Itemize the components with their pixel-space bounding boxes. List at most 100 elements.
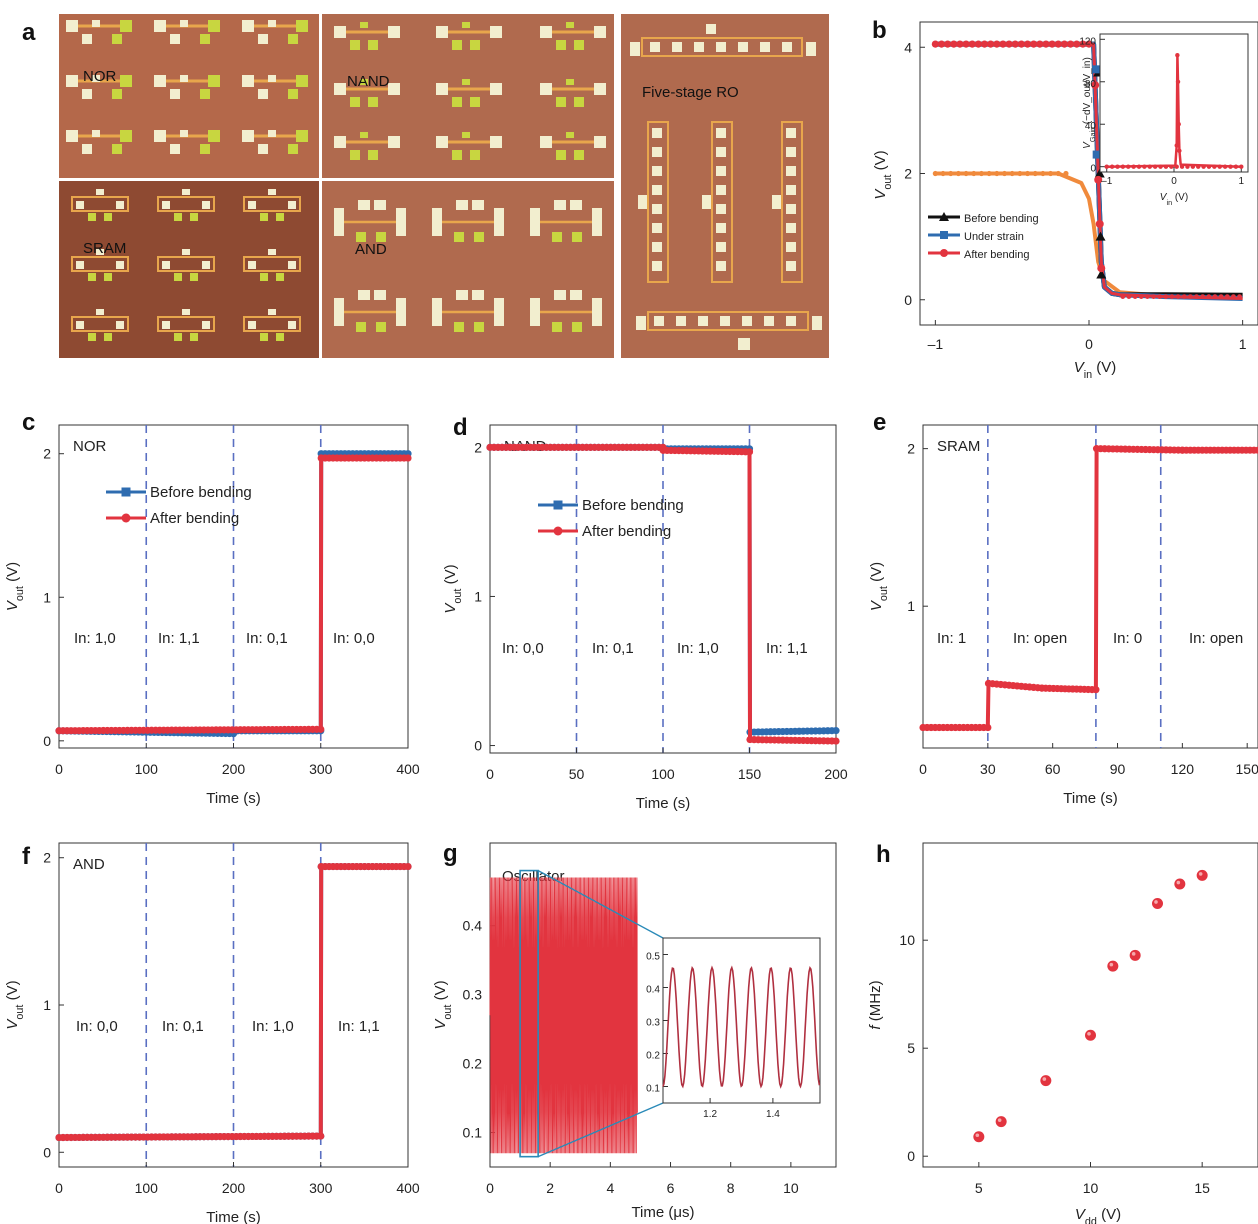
contact-pad [376,322,386,332]
series-point [1169,294,1175,299]
panel-title: AND [73,856,105,873]
inset-point [1228,164,1233,169]
contact-pad [96,189,104,195]
oscillator-signal [489,877,638,1154]
contact-pad [388,26,400,38]
photo-nor [59,14,319,178]
inset-point [1158,164,1163,169]
contact-pad [104,333,112,341]
contact-pad [358,200,370,210]
inset-point [1175,79,1181,84]
x-tick-label: 400 [396,761,420,777]
contact-pad [654,316,664,326]
contact-pad [268,309,276,315]
contact-pad [88,333,96,341]
photo-label-nand: NAND [347,73,390,90]
y-tick-label: 0 [904,292,912,308]
contact-pad [474,322,484,332]
series-point [1181,294,1187,299]
y-axis-label: Vout (V) [4,980,26,1029]
contact-pad [248,261,256,269]
y-tick-label: 2 [474,439,482,455]
contact-pad [104,273,112,281]
data-point-highlight [1176,880,1181,885]
contact-pad [436,83,448,95]
x-tick-label: 100 [135,1180,159,1196]
inset-point [1212,164,1217,169]
series-point [1206,294,1212,299]
region-label: In: 0,1 [592,640,634,657]
series-point [1200,294,1206,299]
contact-pad [716,185,726,195]
contact-pad [388,83,400,95]
contact-pad [474,232,484,242]
region-label: In: 1,1 [158,630,200,647]
trace [71,256,129,272]
contact-pad [652,147,662,157]
contact-pad [720,316,730,326]
series-point [1175,294,1181,299]
chart-f-and: 0 100 200 300 400 0 1 2 Time (s) Vout (V) AND In: 0… [4,842,420,1224]
x-tick-label: 200 [824,766,848,782]
inset-point [1176,122,1181,127]
inset-point [1217,164,1222,169]
x-tick-label: 0 [919,761,927,777]
series-point [1132,294,1138,299]
contact-pad [208,130,220,142]
series-point [994,170,1000,177]
x-axis-label: Time (s) [1063,790,1117,807]
series-point [993,40,1001,48]
series-point [963,170,969,177]
contact-pad [592,208,602,236]
inset-point [1222,164,1228,169]
series-point [404,454,412,462]
contact-pad [716,242,726,252]
x-tick-label: 100 [135,761,159,777]
contact-pad [566,22,574,28]
series-point [956,40,964,48]
contact-pad [772,195,781,209]
contact-pad [358,290,370,300]
contact-pad [368,97,378,107]
legend-marker [939,212,949,221]
region-label: In: 1,1 [338,1018,380,1035]
contact-pad [76,261,84,269]
contact-pad [268,20,276,27]
series-point [1163,294,1169,299]
y-tick-label: 80 [1085,79,1097,90]
series-point [1096,269,1107,279]
contact-pad [334,83,346,95]
contact-pad [786,242,796,252]
contact-pad [116,201,124,209]
y-tick-label: 40 [1085,121,1097,132]
inset-frame [1099,33,1249,173]
region-label: In: 0,0 [502,640,544,657]
series-point [1120,294,1126,299]
contact-pad [570,200,582,210]
region-label: In: 1,0 [252,1018,294,1035]
series-point [1092,150,1101,159]
contact-pad [112,34,122,44]
series-point [1151,294,1156,299]
contact-pad [200,34,210,44]
trace [157,196,215,212]
data-point [1107,960,1119,972]
contact-pad [786,316,796,326]
series-point [987,40,995,48]
series-point [1212,294,1218,299]
legend-marker [940,231,948,239]
series-point [1157,294,1163,299]
contact-pad [170,89,180,99]
region-label: In: 1,0 [677,640,719,657]
contact-pad [594,83,606,95]
contact-pad [66,75,78,87]
contact-pad [554,200,566,210]
panel-label-g: g [443,840,458,867]
contact-pad [638,195,647,209]
series-point [1091,65,1100,74]
contact-pad [572,322,582,332]
y-tick-label: 1 [43,997,51,1013]
contact-pad [388,136,400,148]
